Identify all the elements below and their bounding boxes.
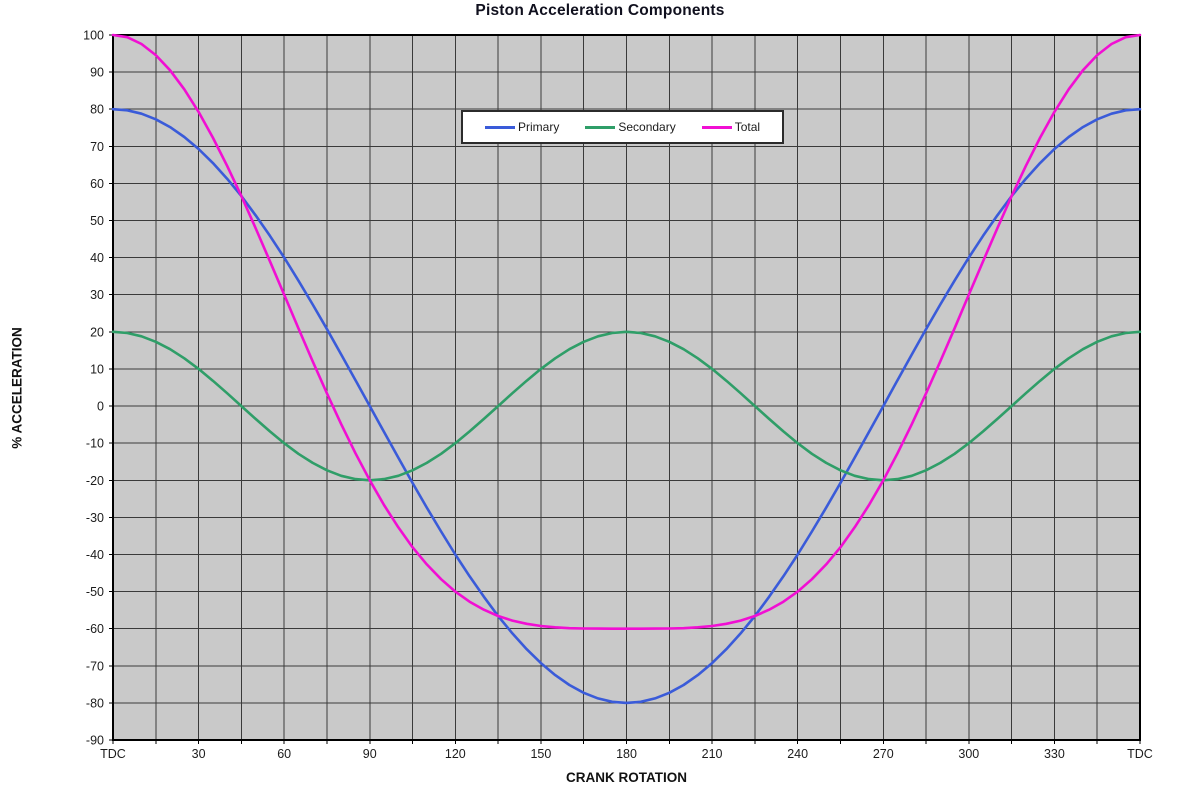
y-tick-label: 50 bbox=[90, 214, 104, 228]
y-tick-label: 100 bbox=[83, 29, 104, 43]
x-tick-label: 30 bbox=[192, 747, 206, 761]
y-tick-label: 60 bbox=[90, 177, 104, 191]
y-tick-label: -40 bbox=[86, 548, 104, 562]
legend: Primary Secondary Total bbox=[461, 110, 785, 144]
y-tick-label: -20 bbox=[86, 474, 104, 488]
y-tick-label: -10 bbox=[86, 437, 104, 451]
y-tick-labels: 1009080706050403020100-10-20-30-40-50-60… bbox=[83, 29, 104, 748]
legend-swatch-primary bbox=[485, 125, 515, 129]
x-tick-label: 60 bbox=[277, 747, 291, 761]
legend-item-total: Total bbox=[701, 120, 761, 134]
y-tick-label: 70 bbox=[90, 140, 104, 154]
y-tick-label: 0 bbox=[97, 400, 104, 414]
x-tick-label: 240 bbox=[787, 747, 808, 761]
legend-label: Primary bbox=[518, 120, 560, 134]
chart-title: Piston Acceleration Components bbox=[475, 2, 725, 19]
y-tick-label: 80 bbox=[90, 103, 104, 117]
y-axis-title: % ACCELERATION bbox=[9, 327, 25, 449]
x-tick-label: TDC bbox=[1127, 747, 1153, 761]
y-tick-label: 40 bbox=[90, 251, 104, 265]
y-tick-label: -90 bbox=[86, 734, 104, 748]
y-tick-label: -30 bbox=[86, 511, 104, 525]
plot-border bbox=[112, 34, 1141, 741]
y-tick-label: -60 bbox=[86, 622, 104, 636]
x-tick-label: 330 bbox=[1044, 747, 1065, 761]
legend-label: Secondary bbox=[618, 120, 676, 134]
x-tick-label: 270 bbox=[873, 747, 894, 761]
y-tick-label: -50 bbox=[86, 585, 104, 599]
legend-item-primary: Primary bbox=[485, 120, 559, 134]
y-tick-label: 90 bbox=[90, 66, 104, 80]
x-tick-labels: TDC 30 60 90 120 150 180 210 240 270 300 330 TDC bbox=[100, 747, 1153, 761]
x-axis-title: CRANK ROTATION bbox=[566, 770, 687, 785]
x-tick-label: 120 bbox=[445, 747, 466, 761]
legend-swatch-total bbox=[701, 125, 732, 129]
x-tick-label: 150 bbox=[530, 747, 551, 761]
legend-label: Total bbox=[734, 120, 761, 134]
x-tick-label: TDC bbox=[100, 747, 126, 761]
x-tick-label: 90 bbox=[363, 747, 377, 761]
y-tick-label: 30 bbox=[90, 288, 104, 302]
series-primary bbox=[111, 107, 1142, 705]
series-secondary bbox=[111, 330, 1142, 482]
y-tick-label: -70 bbox=[86, 659, 104, 673]
x-tick-label: 180 bbox=[616, 747, 637, 761]
y-tick-label: 10 bbox=[90, 362, 104, 376]
x-tick-label: 210 bbox=[702, 747, 723, 761]
y-tick-label: 20 bbox=[90, 325, 104, 339]
legend-item-secondary: Secondary bbox=[585, 120, 676, 134]
y-tick-label: -80 bbox=[86, 696, 104, 710]
x-tick-label: 300 bbox=[958, 747, 979, 761]
legend-swatch-secondary bbox=[585, 125, 616, 129]
series-total bbox=[111, 33, 1142, 631]
